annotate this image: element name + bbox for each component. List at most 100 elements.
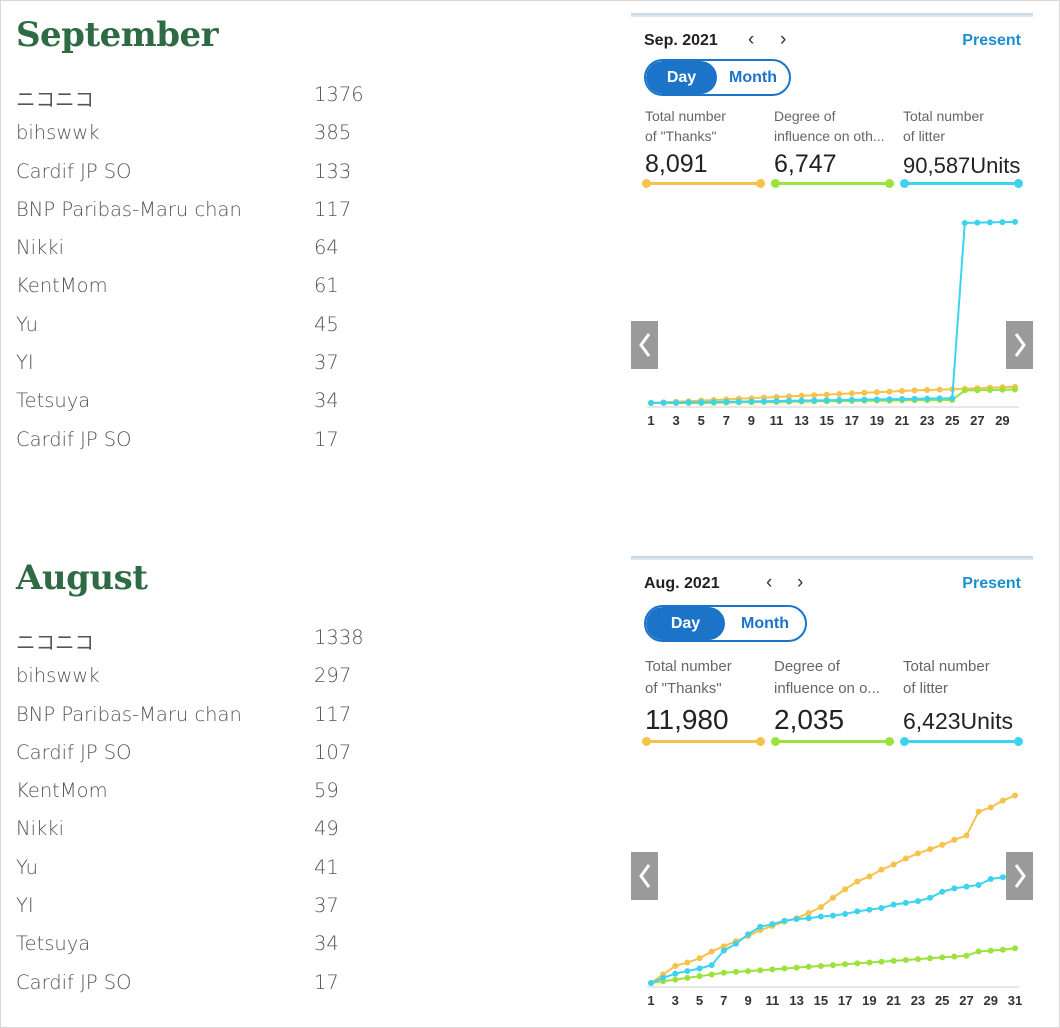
toggle-month[interactable]: Month (741, 614, 789, 632)
thanks-count: 297 (314, 664, 352, 688)
data-point (748, 398, 755, 405)
data-point (878, 904, 885, 911)
data-point (911, 395, 918, 402)
data-point (936, 386, 943, 393)
x-tick-label: 23 (911, 993, 925, 1008)
data-point (710, 399, 717, 405)
month-label: Sep. 2021 (644, 32, 718, 49)
metric-thanks: Total number of "Thanks" 11,980 (642, 656, 765, 746)
data-point (886, 388, 893, 395)
data-point (924, 395, 931, 402)
data-point (890, 957, 897, 964)
chevron-right-icon[interactable]: › (780, 29, 787, 50)
thanks-count: 17 (314, 427, 339, 451)
toggle-month[interactable]: Month (729, 68, 777, 86)
x-tick-label: 25 (935, 993, 949, 1008)
chevron-right-icon (1014, 333, 1026, 357)
metric-color-line (771, 737, 894, 746)
data-point (708, 948, 715, 955)
thanks-count: 45 (314, 312, 339, 336)
thanks-count: 385 (314, 121, 352, 145)
data-point (769, 921, 776, 928)
day-month-toggle[interactable]: Day Month (644, 59, 791, 96)
data-point (999, 946, 1006, 953)
day-month-toggle[interactable]: Day Month (644, 605, 807, 642)
data-point (811, 392, 818, 399)
data-point (698, 399, 705, 406)
metric-label: Degree of (774, 108, 836, 124)
data-point (823, 397, 830, 404)
prev-chart-button[interactable] (631, 321, 658, 369)
data-point (781, 917, 788, 924)
data-point (963, 952, 970, 959)
month-label: Aug. 2021 (644, 575, 720, 592)
data-point (798, 397, 805, 404)
data-point (660, 974, 667, 981)
list-item: bihswwk 297 (16, 664, 376, 702)
toggle-day[interactable]: Day (646, 607, 725, 640)
x-tick-label: 3 (672, 413, 679, 428)
data-point (842, 910, 849, 917)
data-point (696, 965, 703, 972)
metric-label: of litter (903, 128, 946, 144)
data-point (648, 980, 654, 986)
data-point (735, 398, 742, 405)
x-tick-label: 15 (819, 413, 833, 428)
toggle-day[interactable]: Day (646, 61, 717, 94)
metric-value: 11,980 (645, 704, 729, 735)
user-name: Nikki (16, 817, 65, 841)
data-point (781, 965, 788, 972)
data-point (757, 967, 764, 974)
data-point (866, 873, 873, 880)
present-link[interactable]: Present (962, 32, 1021, 49)
data-point (696, 973, 703, 980)
metric-label: of litter (903, 680, 949, 697)
list-item: BNP Paribas-Maru chan 117 (16, 703, 376, 741)
data-point (987, 947, 994, 954)
prev-chart-button[interactable] (631, 852, 658, 900)
user-name: BNP Paribas-Maru chan (16, 702, 242, 726)
data-point (684, 968, 691, 975)
x-tick-label: 19 (870, 413, 884, 428)
list-item: Nikki 49 (16, 817, 376, 855)
thanks-count: 117 (314, 702, 352, 726)
list-item: ニコニコ 1376 (16, 83, 376, 121)
user-name: Cardif JP SO (16, 427, 132, 451)
user-name: KentMom (16, 779, 108, 803)
august-line-chart: 1 3 5 7 9 11 13 15 17 19 21 23 25 27 29 31 (647, 792, 1022, 1008)
metric-label: of "Thanks" (645, 680, 722, 697)
data-point (723, 398, 730, 405)
thanks-count: 64 (314, 236, 339, 260)
x-tick-label: 29 (983, 993, 997, 1008)
present-link[interactable]: Present (962, 575, 1021, 592)
data-point (672, 970, 679, 977)
next-chart-button[interactable] (1006, 852, 1033, 900)
metric-color-line (900, 179, 1023, 188)
chevron-left-icon[interactable]: ‹ (748, 29, 755, 50)
thanks-count: 17 (314, 970, 339, 994)
data-point (939, 954, 946, 961)
x-tick-label: 5 (698, 413, 705, 428)
user-name: ニコニコ (16, 631, 95, 654)
metric-influence: Degree of influence on oth... 6,747 (771, 106, 894, 188)
list-item: bihswwk 385 (16, 121, 376, 159)
thanks-count: 37 (314, 351, 339, 375)
metric-label: Total number (903, 108, 984, 124)
data-point (684, 974, 691, 981)
x-tick-label: 29 (995, 413, 1009, 428)
chevron-left-icon[interactable]: ‹ (766, 572, 773, 593)
x-tick-label: 1 (647, 993, 654, 1008)
chevron-right-icon[interactable]: › (797, 572, 804, 593)
data-point (961, 387, 968, 394)
x-tick-label: 1 (647, 413, 654, 428)
user-name: Yu (16, 312, 39, 336)
chevron-right-icon (1014, 864, 1026, 888)
x-tick-label: 11 (770, 413, 784, 428)
metric-label: influence on oth... (774, 128, 885, 144)
metric-thanks: Total number of "Thanks" 8,091 (642, 106, 765, 188)
next-chart-button[interactable] (1006, 321, 1033, 369)
data-point (963, 883, 970, 890)
data-point (720, 943, 727, 950)
data-point (793, 916, 800, 923)
